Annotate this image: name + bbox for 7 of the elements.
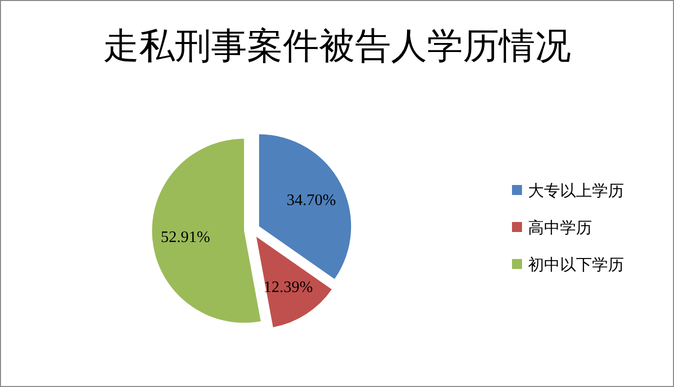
legend-label: 初中以下学历 [528, 255, 624, 274]
data-label: 52.91% [160, 229, 210, 246]
chart-title: 走私刑事案件被告人学历情况 [103, 26, 571, 66]
data-label: 12.39% [264, 279, 313, 296]
data-label: 34.70% [286, 192, 336, 210]
legend-label: 大专以上学历 [528, 181, 624, 200]
legend-label: 高中学历 [528, 218, 592, 237]
